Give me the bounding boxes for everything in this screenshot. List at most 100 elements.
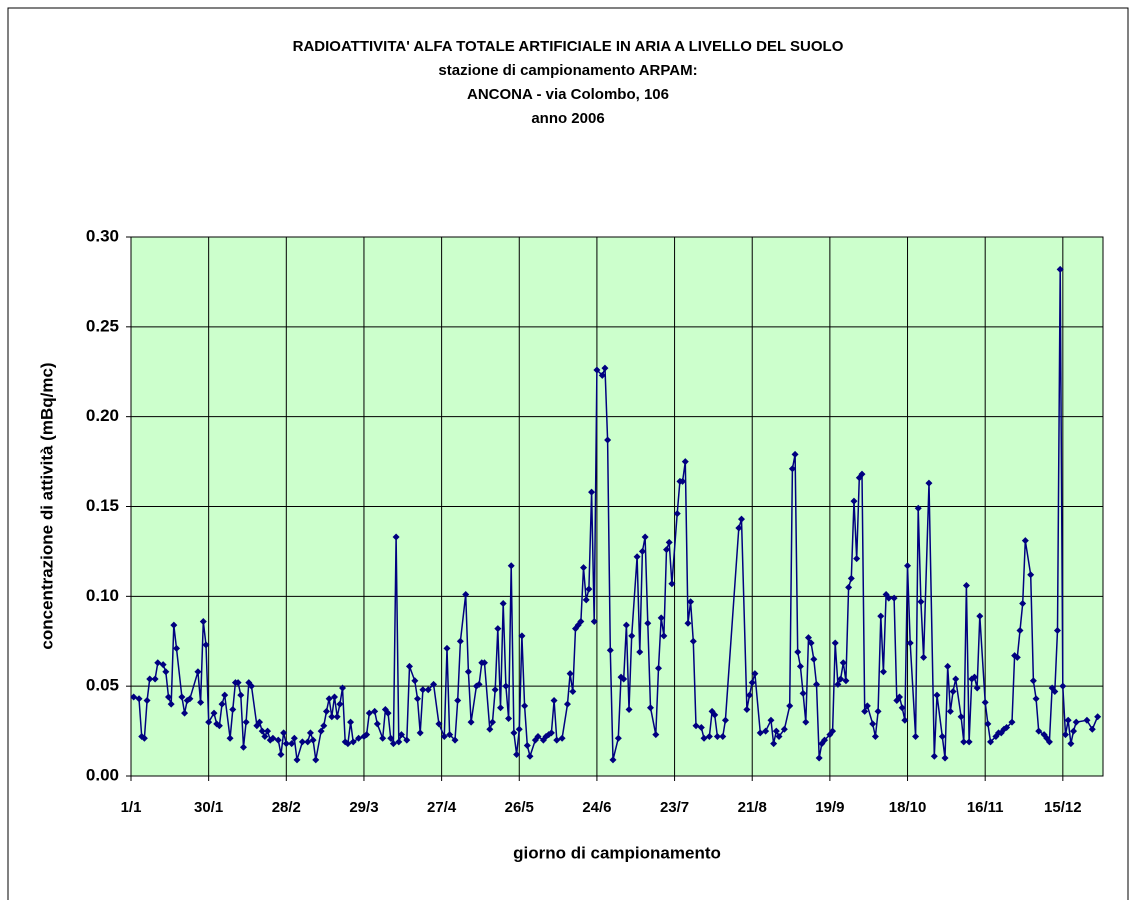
data-point [312, 756, 320, 764]
data-point [668, 580, 676, 588]
data-point [585, 585, 593, 593]
data-point [197, 698, 205, 706]
data-point [320, 722, 328, 730]
data-point [665, 538, 673, 546]
data-point [282, 740, 290, 748]
data-point [735, 524, 743, 532]
data-point [957, 713, 965, 721]
data-point [652, 731, 660, 739]
data-point [456, 637, 464, 645]
data-point [890, 594, 898, 602]
data-point [960, 738, 968, 746]
data-point [746, 691, 754, 699]
data-point [620, 675, 628, 683]
data-point [277, 750, 285, 758]
data-point [389, 740, 397, 748]
data-point [796, 662, 804, 670]
data-point [845, 583, 853, 591]
data-point [1003, 723, 1011, 731]
data-point [261, 732, 269, 740]
data-point [194, 668, 202, 676]
data-point [491, 686, 499, 694]
data-point [1032, 695, 1040, 703]
data-point [1067, 740, 1075, 748]
data-point [901, 716, 909, 724]
data-point [786, 702, 794, 710]
data-point [1019, 600, 1027, 608]
data-point [606, 646, 614, 654]
y-tick-label: 0.05 [86, 676, 119, 695]
data-point [1013, 653, 1021, 661]
data-point [644, 619, 652, 627]
data-point [879, 668, 887, 676]
data-point [210, 709, 218, 717]
data-point [962, 582, 970, 590]
data-point [802, 718, 810, 726]
data-point [895, 693, 903, 701]
data-point [976, 612, 984, 620]
data-point [914, 504, 922, 512]
data-point [791, 450, 799, 458]
data-point [917, 598, 925, 606]
data-point [317, 727, 325, 735]
data-point [397, 731, 405, 739]
data-point [221, 691, 229, 699]
data-point [906, 639, 914, 647]
chart-subtitle: ANCONA - via Colombo, 106 [467, 86, 669, 103]
data-point [499, 600, 507, 608]
data-point [984, 720, 992, 728]
data-point [486, 725, 494, 733]
data-point [713, 732, 721, 740]
data-point [264, 727, 272, 735]
data-point [143, 697, 151, 705]
data-point [553, 736, 561, 744]
data-point [563, 700, 571, 708]
data-point [256, 718, 264, 726]
data-point [521, 702, 529, 710]
data-point [1027, 571, 1035, 579]
data-point [247, 682, 255, 690]
data-point [186, 695, 194, 703]
data-point [229, 706, 237, 714]
data-point [794, 648, 802, 656]
x-tick-label: 1/1 [121, 799, 142, 816]
data-point [395, 738, 403, 746]
data-point [657, 614, 665, 622]
data-point [748, 679, 756, 687]
data-point [829, 727, 837, 735]
data-point [518, 632, 526, 640]
y-tick-label: 0.20 [86, 406, 119, 425]
data-point [430, 680, 438, 688]
data-point [660, 632, 668, 640]
data-point [582, 596, 590, 604]
data-point [965, 738, 973, 746]
data-point [435, 720, 443, 728]
data-point [762, 727, 770, 735]
data-point [721, 716, 729, 724]
data-point [328, 713, 336, 721]
data-point [1072, 718, 1080, 726]
data-point [424, 686, 432, 694]
data-point [719, 732, 727, 740]
data-point [767, 716, 775, 724]
data-point [494, 625, 502, 633]
data-point [170, 621, 178, 629]
data-point [772, 727, 780, 735]
data-point [322, 707, 330, 715]
data-point [946, 707, 954, 715]
data-point [738, 515, 746, 523]
data-point [684, 619, 692, 627]
data-point [877, 612, 885, 620]
data-point [502, 682, 510, 690]
data-point [930, 752, 938, 760]
data-point [625, 706, 633, 714]
data-point [973, 684, 981, 692]
data-point [202, 641, 210, 649]
data-point [1035, 727, 1043, 735]
x-tick-label: 26/5 [505, 799, 534, 816]
data-point [804, 634, 812, 642]
data-point [534, 732, 542, 740]
data-point [577, 617, 585, 625]
x-tick-label: 28/2 [272, 799, 301, 816]
data-point [633, 553, 641, 561]
